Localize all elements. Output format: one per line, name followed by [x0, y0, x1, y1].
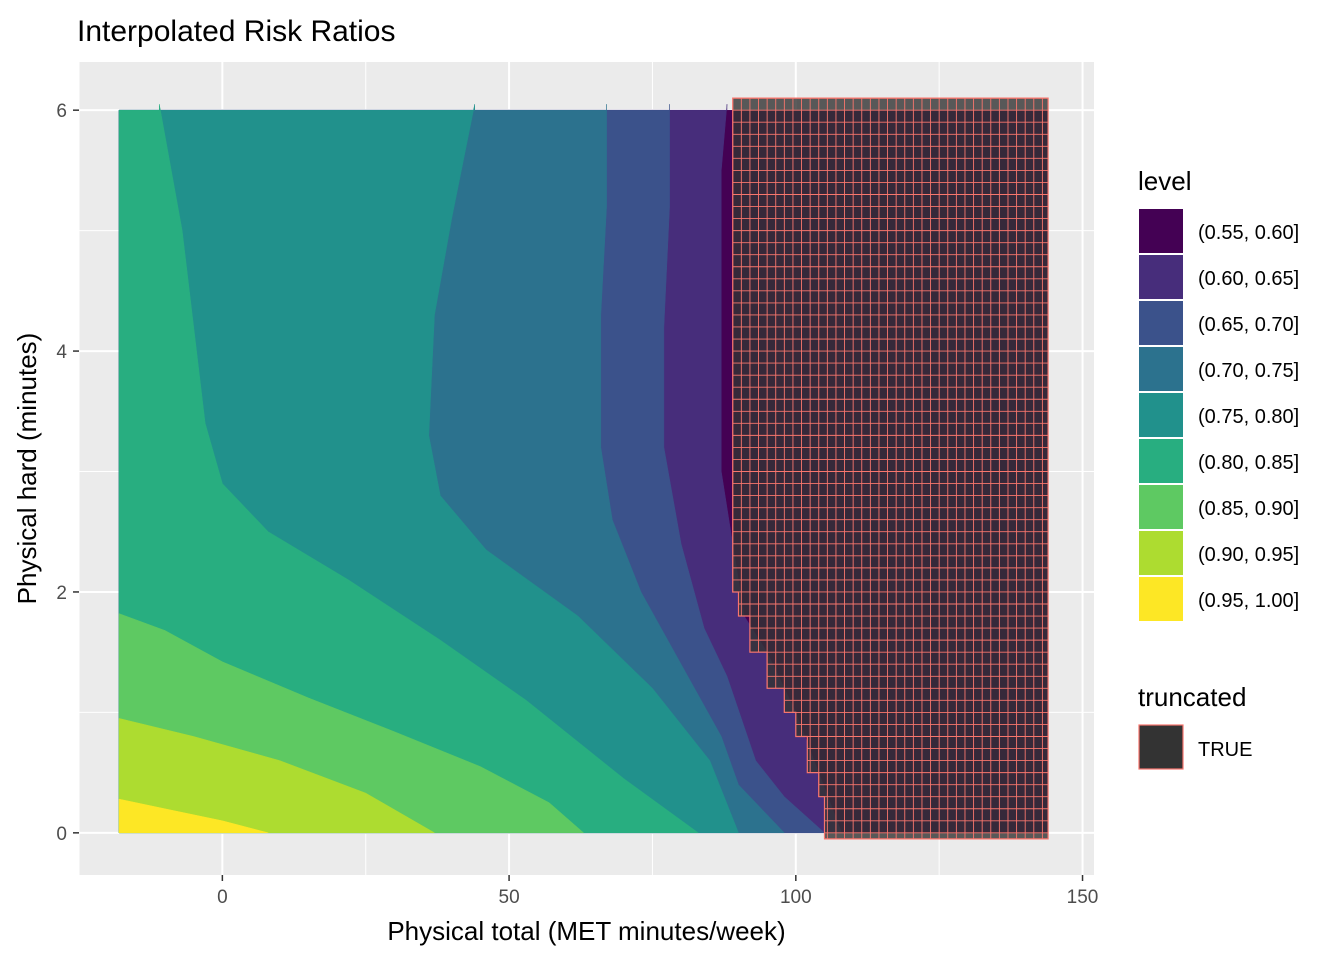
legend-swatch: [1139, 209, 1183, 253]
truncated-area: [732, 98, 1049, 839]
contour-bands: [118, 104, 1049, 834]
x-tick-label: 100: [780, 887, 812, 908]
legend-label: (0.95, 1.00]: [1198, 590, 1299, 612]
x-tick-label: 50: [499, 887, 520, 908]
legend-label: (0.85, 0.90]: [1198, 498, 1299, 520]
legend-label: (0.90, 0.95]: [1198, 544, 1299, 566]
legend-label: (0.70, 0.75]: [1198, 360, 1299, 382]
y-tick-label: 0: [56, 824, 67, 845]
legend-swatch: [1139, 485, 1183, 529]
legend-label: (0.80, 0.85]: [1198, 452, 1299, 474]
chart-title: Interpolated Risk Ratios: [77, 15, 396, 48]
x-tick-label: 150: [1067, 887, 1099, 908]
contour-band: [118, 718, 436, 834]
level-legend-title: level: [1138, 166, 1191, 196]
legend-swatch: [1139, 393, 1183, 437]
legend-label: (0.60, 0.65]: [1198, 268, 1299, 290]
contour-band: [118, 798, 269, 834]
legend-label: (0.75, 0.80]: [1198, 406, 1299, 428]
axes: 0 50 100 150 0 2 4 6: [56, 101, 1098, 908]
truncated-legend-label: TRUE: [1198, 739, 1252, 761]
legend-swatch: [1139, 439, 1183, 483]
truncated-legend: truncated TRUE: [1138, 682, 1252, 770]
y-tick-label: 4: [56, 342, 67, 363]
legend-label: (0.65, 0.70]: [1198, 314, 1299, 336]
x-axis-title: Physical total (MET minutes/week): [387, 916, 785, 946]
legend-swatch: [1139, 531, 1183, 575]
y-axis-title: Physical hard (minutes): [12, 333, 42, 605]
legend-swatch: [1139, 255, 1183, 299]
level-legend: level (0.55, 0.60] (0.60, 0.65] (0.65, 0.7…: [1138, 166, 1299, 622]
contour-band: [118, 104, 700, 834]
truncated-outline: [732, 97, 1049, 840]
legend-swatch: [1139, 347, 1183, 391]
x-tick-label: 0: [217, 887, 228, 908]
y-tick-label: 6: [56, 101, 67, 122]
y-tick-label: 2: [56, 583, 67, 604]
legend-swatch: [1139, 577, 1183, 621]
truncated-legend-title: truncated: [1138, 682, 1246, 712]
truncated-legend-swatch: [1138, 724, 1184, 770]
legend-label: (0.55, 0.60]: [1198, 222, 1299, 244]
legend-swatch: [1139, 301, 1183, 345]
